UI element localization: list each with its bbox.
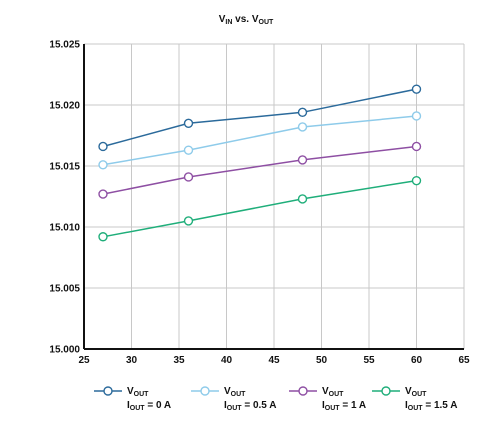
legend-label-main-sub: OUT	[134, 391, 150, 398]
legend-marker	[200, 386, 210, 396]
legend-label-current-value: = 1 A	[340, 400, 367, 411]
series	[98, 84, 422, 242]
x-tick-label: 25	[78, 355, 90, 366]
legend-label-current-value: = 0.5 A	[242, 400, 277, 411]
legend-label-line2: IOUT = 1.5 A	[405, 400, 458, 412]
x-tick-label: 35	[173, 355, 185, 366]
y-tick-label: 15.020	[49, 101, 80, 112]
legend-label-current-value: = 0 A	[145, 400, 172, 411]
data-point	[411, 175, 422, 186]
data-point	[98, 141, 108, 152]
chart-title-main-sub: IN	[225, 19, 232, 26]
chart-title-mid-sub: OUT	[259, 19, 275, 26]
x-tick-label: 50	[316, 355, 328, 366]
x-tick-label: 30	[126, 355, 138, 366]
chart-title-main: V	[219, 14, 226, 25]
legend-marker	[381, 386, 391, 396]
series-line	[102, 115, 417, 166]
legend-label-current: I	[322, 400, 325, 411]
legend-label-main: V	[405, 386, 412, 397]
data-point	[183, 216, 194, 226]
chart-title: VIN vs. VOUT	[219, 14, 274, 26]
legend-marker	[298, 386, 308, 396]
data-point	[297, 122, 308, 132]
legend-label-line2: IOUT = 1 A	[322, 400, 366, 412]
x-tick-label: 55	[363, 355, 375, 366]
series-line	[102, 179, 417, 238]
legend-label-current-sub: OUT	[325, 405, 341, 412]
data-point	[183, 118, 194, 129]
series-3	[98, 175, 422, 242]
chart-title-mid: vs. V	[232, 14, 258, 25]
x-tick-label: 60	[411, 355, 423, 366]
axes: 25 30 35 40 45 50 55 60 65 15.000 15.005 15.010 15.0…	[49, 40, 470, 367]
x-tick-label: 40	[221, 355, 233, 366]
legend-label-line2: IOUT = 0.5 A	[224, 400, 277, 412]
x-tick-label: 45	[268, 355, 280, 366]
legend-label-line1: VOUT	[224, 386, 246, 398]
legend-label-main-sub: OUT	[412, 391, 428, 398]
data-point	[98, 232, 108, 242]
legend-label-current: I	[127, 400, 130, 411]
y-tick-label: 15.010	[49, 223, 80, 234]
legend-label-main: V	[127, 386, 134, 397]
y-tick-label: 15.015	[49, 162, 80, 173]
series-2	[98, 141, 422, 199]
data-point	[297, 107, 308, 118]
legend-label-line1: VOUT	[127, 386, 149, 398]
y-tick-label: 15.005	[49, 284, 80, 295]
legend-marker	[103, 386, 113, 396]
data-point	[297, 155, 308, 165]
y-tick-label: 15.025	[49, 40, 80, 51]
series-line	[102, 88, 417, 148]
legend-label-current-sub: OUT	[227, 405, 243, 412]
grid	[83, 43, 465, 350]
data-point	[183, 145, 194, 155]
data-point	[98, 189, 108, 199]
data-point	[183, 172, 194, 182]
data-point	[98, 160, 108, 170]
legend-label-line1: VOUT	[322, 386, 344, 398]
legend-label-current-sub: OUT	[408, 405, 424, 412]
x-tick-label: 65	[458, 355, 470, 366]
data-point	[411, 141, 422, 152]
legend-label-main-sub: OUT	[231, 391, 247, 398]
series-1	[98, 111, 422, 170]
legend-label-current: I	[405, 400, 408, 411]
legend-label-main: V	[224, 386, 231, 397]
data-point	[411, 84, 422, 94]
y-tick-label: 15.000	[49, 345, 80, 356]
legend-label-current-value: = 1.5 A	[423, 400, 458, 411]
series-line	[102, 145, 417, 195]
legend-label-main-sub: OUT	[329, 391, 345, 398]
legend-label-current-sub: OUT	[130, 405, 146, 412]
legend-label-line2: IOUT = 0 A	[127, 400, 171, 412]
series-0	[98, 84, 422, 152]
legend-label-current: I	[224, 400, 227, 411]
data-point	[297, 194, 308, 204]
legend-label-main: V	[322, 386, 329, 397]
data-point	[411, 111, 422, 121]
legend-label-line1: VOUT	[405, 386, 427, 398]
